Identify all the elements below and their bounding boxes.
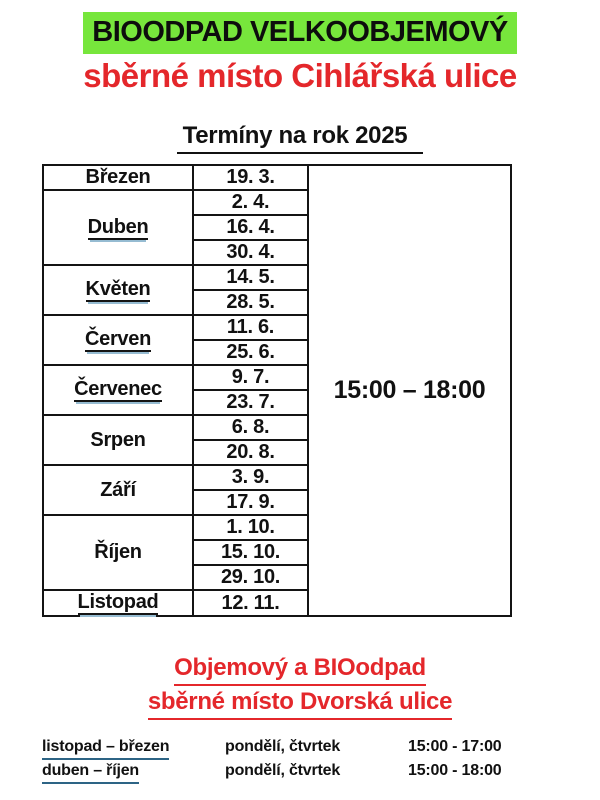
month-label: Květen <box>85 278 151 302</box>
month-cell: Duben <box>42 189 194 266</box>
date-cell: 29. 10. <box>192 564 309 591</box>
month-label: Červen <box>84 328 151 352</box>
schedule-row: 15. 10. <box>43 539 511 566</box>
footer-time: 15:00 - 17:00 <box>408 738 502 755</box>
page-title-highlight: BIOODPAD VELKOOBJEMOVÝ <box>83 12 517 54</box>
month-label: Duben <box>87 215 149 240</box>
schedule-row: Září 3. 9. <box>42 464 511 516</box>
footer-range-label: duben – říjen <box>42 760 139 784</box>
footer-schedule-rows: listopad – březen pondělí, čtvrtek 15:00 -… <box>42 736 580 784</box>
date-cell: 6. 8. <box>192 414 309 441</box>
footer-heading-line1-part2: BIOodpad <box>313 654 427 681</box>
schedule-row: Květen 14. 5. <box>42 264 511 316</box>
footer-days: pondělí, čtvrtek <box>225 762 341 779</box>
date-cell: 11. 6. <box>192 314 309 341</box>
footer-range: listopad – březen <box>42 736 225 760</box>
schedule-row: Červen 11. 6. <box>42 314 511 366</box>
month-cell: Červenec <box>42 364 194 416</box>
date-cell: 14. 5. <box>192 264 309 291</box>
footer-schedule-row: listopad – březen pondělí, čtvrtek 15:00 -… <box>42 736 580 760</box>
month-label: Září <box>100 478 136 501</box>
schedule-row: 29. 10. <box>43 564 511 591</box>
date-cell: 28. 5. <box>192 289 309 316</box>
month-label: Srpen <box>90 428 146 451</box>
schedule-row: Listopad 12. 11. <box>42 589 511 617</box>
schedule-row: 30. 4. <box>43 239 511 266</box>
date-cell: 12. 11. <box>192 589 309 617</box>
schedule-row: 28. 5. <box>43 289 511 316</box>
date-cell: 20. 8. <box>192 439 309 466</box>
date-cell: 25. 6. <box>192 339 309 366</box>
date-cell: 30. 4. <box>192 239 309 266</box>
footer-heading-line2-text: sběrné místo Dvorská ulice <box>147 686 452 720</box>
schedule-row: Srpen 6. 8. <box>42 414 511 466</box>
month-label: Říjen <box>94 541 142 563</box>
date-cell: 23. 7. <box>192 389 309 416</box>
month-cell: Srpen <box>42 414 194 466</box>
page-title: BIOODPAD VELKOOBJEMOVÝ <box>0 12 600 54</box>
schedule-row: 16. 4. <box>43 214 511 241</box>
month-cell: Březen <box>42 164 194 191</box>
footer-schedule-row: duben – říjen pondělí, čtvrtek 15:00 - 18:… <box>42 760 580 784</box>
date-cell: 3. 9. <box>192 464 309 491</box>
footer-range: duben – říjen <box>42 760 225 784</box>
date-cell: 17. 9. <box>192 489 309 516</box>
month-cell: Září <box>42 464 194 516</box>
month-label: Březen <box>85 166 151 188</box>
month-label: Listopad <box>77 591 159 615</box>
schedule-row: Březen 19. 3. 15:00 – 18:00 <box>42 164 512 617</box>
schedule-row: Říjen 1. 10. <box>42 514 511 591</box>
date-cell: 2. 4. <box>192 189 309 216</box>
table-heading: Termíny na rok 2025 <box>0 122 600 154</box>
footer-heading-line1: Objemový a BIOodpad <box>0 652 600 686</box>
schedule-table-body: Březen 19. 3. 15:00 – 18:00 Duben 2. 4. 16. 4… <box>42 164 512 617</box>
footer-range-label: listopad – březen <box>42 736 169 760</box>
schedule-row: Duben 2. 4. <box>42 189 511 266</box>
footer-days: pondělí, čtvrtek <box>225 738 341 755</box>
schedule-row: 17. 9. <box>43 489 511 516</box>
schedule-row: Červenec 9. 7. <box>42 364 511 416</box>
schedule-row: 25. 6. <box>43 339 511 366</box>
month-label: Červenec <box>74 378 162 402</box>
schedule-row: 20. 8. <box>43 439 511 466</box>
page-subtitle: sběrné místo Cihlářská ulice <box>83 57 517 94</box>
schedule-table: Březen 19. 3. 15:00 – 18:00 Duben 2. 4. 16. 4… <box>42 164 512 617</box>
date-cell: 15. 10. <box>192 539 309 566</box>
date-cell: 9. 7. <box>192 364 309 391</box>
footer-time: 15:00 - 18:00 <box>408 762 502 779</box>
footer-heading-line1-part1: Objemový a <box>174 654 314 681</box>
schedule-row: 23. 7. <box>43 389 511 416</box>
date-cell: 19. 3. <box>192 164 309 191</box>
date-cell: 1. 10. <box>192 514 309 541</box>
footer-heading-line2: sběrné místo Dvorská ulice <box>0 686 600 720</box>
month-cell: Listopad <box>42 589 194 617</box>
time-window-cell: 15:00 – 18:00 <box>307 164 512 617</box>
month-cell: Červen <box>42 314 194 366</box>
month-cell: Říjen <box>42 514 194 591</box>
table-heading-text: Termíny na rok 2025 <box>176 122 424 154</box>
footer-heading: Objemový a BIOodpad sběrné místo Dvorská… <box>0 652 600 720</box>
month-cell: Květen <box>42 264 194 316</box>
date-cell: 16. 4. <box>192 214 309 241</box>
